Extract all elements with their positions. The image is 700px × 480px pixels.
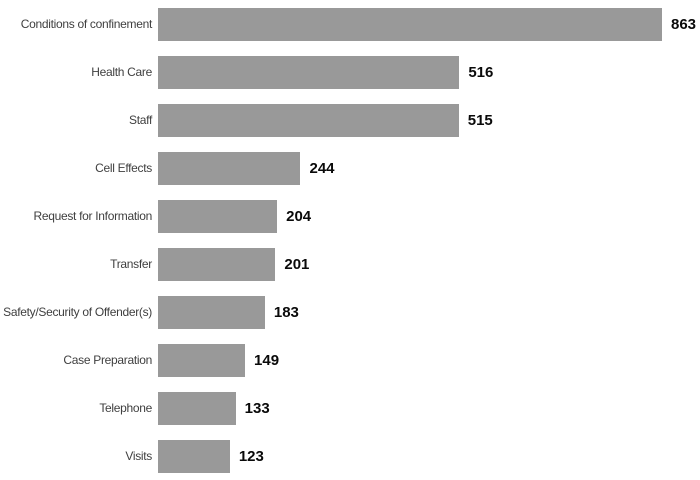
category-label: Request for Information <box>33 209 153 223</box>
value-label: 863 <box>671 15 697 33</box>
value-label: 149 <box>254 351 280 369</box>
bar <box>158 103 459 137</box>
bar-area: 133 <box>158 384 700 432</box>
value-label: 515 <box>467 111 493 129</box>
bar <box>158 247 276 281</box>
category-label: Visits <box>125 449 152 463</box>
value-label: 204 <box>286 207 312 225</box>
bar-row: Conditions of confinement 863 <box>0 0 700 48</box>
bar <box>158 151 301 185</box>
bar-area: 204 <box>158 192 700 240</box>
bar-row: Visits 123 <box>0 432 700 480</box>
bar-row: Cell Effects 244 <box>0 144 700 192</box>
bar-area: 201 <box>158 240 700 288</box>
bar <box>158 7 662 41</box>
bar <box>158 439 230 473</box>
bar <box>158 199 278 233</box>
bar-row: Safety/Security of Offender(s) 183 <box>0 288 700 336</box>
bar-area: 863 <box>158 0 700 48</box>
value-label: 516 <box>468 63 494 81</box>
category-label: Cell Effects <box>95 161 152 175</box>
bar <box>158 55 460 89</box>
value-label: 123 <box>238 447 264 465</box>
bar-area: 123 <box>158 432 700 480</box>
bar-row: Case Preparation 149 <box>0 336 700 384</box>
bar <box>158 391 236 425</box>
category-label: Transfer <box>110 257 152 271</box>
category-label: Conditions of confinement <box>20 17 153 31</box>
bar-row: Transfer 201 <box>0 240 700 288</box>
category-label: Case Preparation <box>63 353 152 367</box>
bar-area: 149 <box>158 336 700 384</box>
category-label: Telephone <box>99 401 152 415</box>
bar-area: 244 <box>158 144 700 192</box>
value-label: 244 <box>309 159 335 177</box>
bar-area: 516 <box>158 48 700 96</box>
value-label: 133 <box>244 399 270 417</box>
category-label: Health Care <box>91 65 152 79</box>
value-label: 201 <box>284 255 310 273</box>
category-label: Staff <box>129 113 152 127</box>
bar <box>158 343 246 377</box>
category-label: Safety/Security of Offender(s) <box>3 305 152 319</box>
value-label: 183 <box>273 303 299 321</box>
bar-row: Health Care 516 <box>0 48 700 96</box>
bar-row: Telephone 133 <box>0 384 700 432</box>
bar-area: 183 <box>158 288 700 336</box>
bar-row: Staff 515 <box>0 96 700 144</box>
bar-area: 515 <box>158 96 700 144</box>
bar-row: Request for Information 204 <box>0 192 700 240</box>
bar <box>158 295 265 329</box>
